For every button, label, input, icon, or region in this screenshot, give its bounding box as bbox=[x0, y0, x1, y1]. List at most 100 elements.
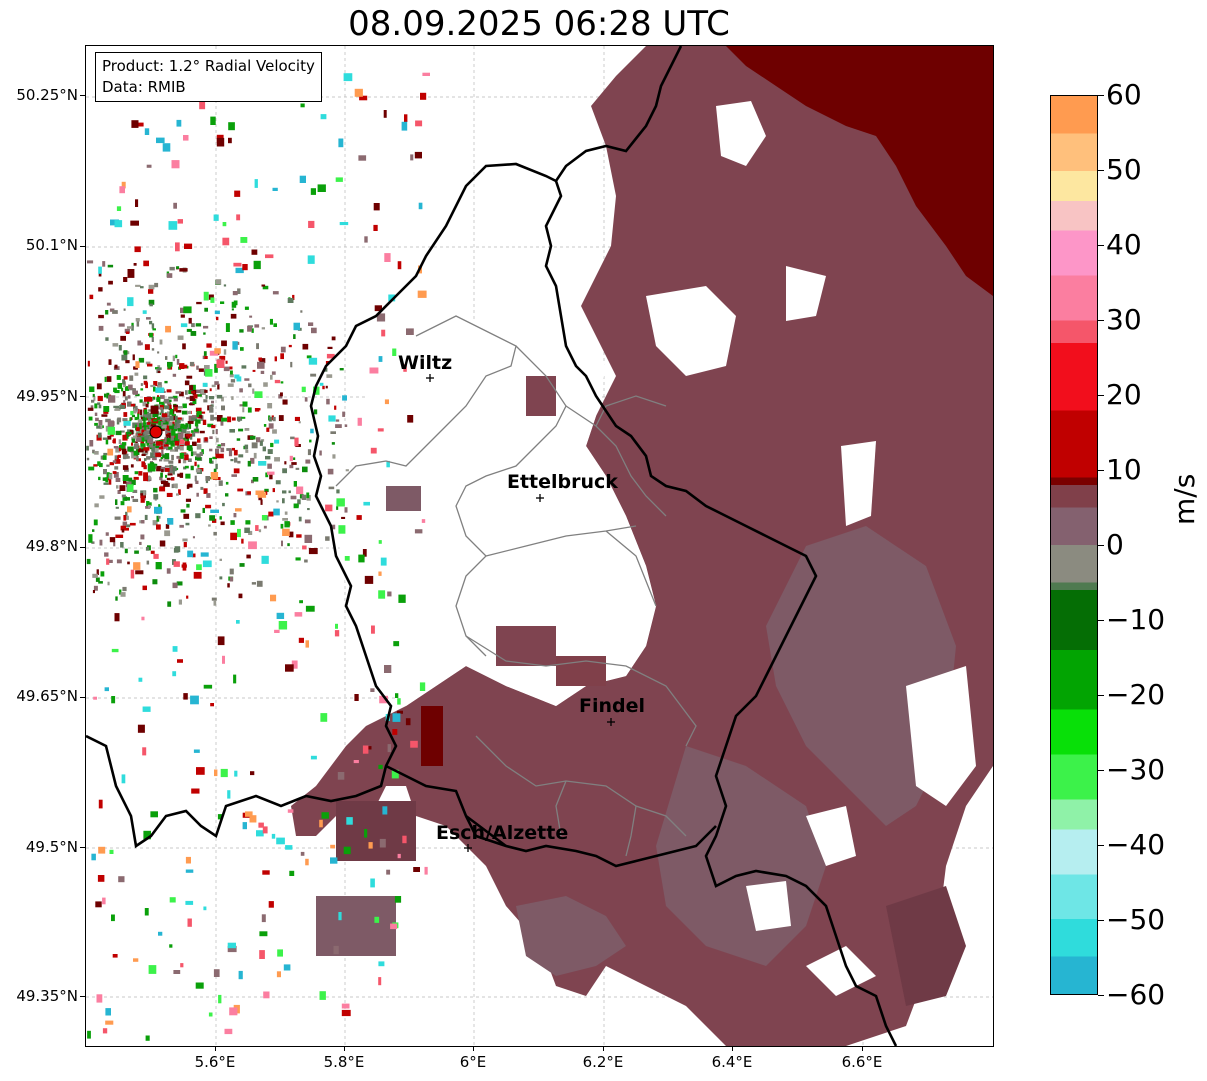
clutter-pixel bbox=[174, 440, 180, 446]
echo-pixel bbox=[137, 724, 145, 733]
clutter-pixel bbox=[118, 439, 122, 445]
clutter-pixel bbox=[117, 417, 122, 423]
clutter-pixel bbox=[144, 430, 150, 435]
clutter-pixel bbox=[334, 405, 337, 410]
clutter-pixel bbox=[139, 409, 143, 416]
lon-label: 5.6°E bbox=[194, 1053, 236, 1071]
clutter-pixel bbox=[161, 422, 167, 429]
clutter-pixel bbox=[250, 435, 256, 440]
colorbar-unit-label: m/s bbox=[1168, 473, 1201, 525]
echo-pixel bbox=[173, 202, 177, 209]
echo-pixel bbox=[293, 322, 300, 331]
clutter-pixel bbox=[133, 443, 139, 450]
echo-pixel bbox=[193, 571, 202, 579]
echo-pixel bbox=[294, 612, 303, 617]
clutter-pixel bbox=[159, 540, 166, 547]
echo-pixel bbox=[338, 525, 346, 534]
clutter-pixel bbox=[145, 382, 148, 389]
clutter-pixel bbox=[122, 442, 127, 446]
echo-pixel bbox=[393, 641, 400, 647]
clutter-pixel bbox=[172, 440, 176, 445]
clutter-pixel bbox=[287, 298, 294, 303]
echo-pixel bbox=[179, 439, 185, 445]
clutter-pixel bbox=[272, 429, 277, 434]
clutter-pixel bbox=[248, 530, 253, 535]
clutter-pixel bbox=[241, 538, 244, 544]
clutter-pixel bbox=[176, 359, 180, 365]
clutter-pixel bbox=[237, 288, 241, 294]
echo-pixel bbox=[108, 395, 116, 403]
clutter-pixel bbox=[173, 397, 178, 402]
clutter-pixel bbox=[149, 426, 152, 429]
clutter-pixel bbox=[233, 449, 238, 456]
clutter-pixel bbox=[166, 273, 173, 278]
clutter-pixel bbox=[189, 385, 194, 391]
clutter-pixel bbox=[167, 404, 172, 409]
clutter-pixel bbox=[171, 430, 176, 436]
clutter-pixel bbox=[160, 456, 163, 460]
clutter-pixel bbox=[276, 500, 279, 503]
echo-pixel bbox=[257, 492, 267, 498]
clutter-pixel bbox=[221, 396, 224, 402]
echo-pixel bbox=[378, 764, 383, 769]
clutter-pixel bbox=[181, 417, 184, 422]
clutter-pixel bbox=[143, 260, 149, 267]
echo-pixel bbox=[320, 114, 327, 120]
clutter-pixel bbox=[215, 448, 220, 455]
clutter-pixel bbox=[148, 504, 151, 508]
echo-pixel bbox=[374, 916, 380, 923]
clutter-pixel bbox=[174, 415, 178, 421]
echo-pixel bbox=[216, 359, 225, 368]
clutter-pixel bbox=[107, 435, 112, 440]
clutter-pixel bbox=[118, 447, 122, 452]
clutter-pixel bbox=[160, 395, 165, 399]
clutter-pixel bbox=[166, 477, 171, 481]
echo-pixel bbox=[116, 206, 122, 211]
clutter-pixel bbox=[185, 390, 188, 395]
echo-pixel bbox=[121, 774, 126, 784]
clutter-pixel bbox=[216, 416, 221, 422]
clutter-pixel bbox=[132, 354, 135, 361]
clutter-pixel bbox=[209, 448, 213, 452]
colorbar-tick bbox=[1098, 545, 1104, 546]
echo-pixel bbox=[397, 853, 401, 859]
clutter-pixel bbox=[152, 396, 156, 400]
clutter-pixel bbox=[116, 375, 121, 380]
echo-pixel bbox=[217, 814, 223, 820]
clutter-pixel bbox=[122, 418, 128, 422]
clutter-pixel bbox=[267, 449, 273, 454]
clutter-pixel bbox=[219, 355, 226, 361]
clutter-pixel bbox=[182, 457, 187, 464]
echo-pixel bbox=[250, 771, 255, 776]
echo-pixel bbox=[277, 949, 283, 957]
clutter-pixel bbox=[183, 542, 187, 548]
clutter-pixel bbox=[188, 403, 195, 406]
echo-pixel bbox=[364, 236, 368, 243]
clutter-pixel bbox=[145, 546, 150, 551]
echo-pixel bbox=[251, 249, 258, 255]
clutter-pixel bbox=[113, 541, 116, 547]
clutter-pixel bbox=[122, 475, 129, 481]
clutter-pixel bbox=[146, 560, 150, 565]
clutter-pixel bbox=[103, 452, 108, 456]
echo-pixel bbox=[255, 525, 259, 531]
echo-pixel bbox=[384, 665, 392, 673]
clutter-pixel bbox=[123, 350, 128, 355]
radar-map[interactable]: Wiltz Ettelbruck Findel Esch/Alzette Pro… bbox=[85, 45, 994, 1047]
echo-pixel bbox=[392, 713, 401, 722]
clutter-pixel bbox=[211, 597, 217, 601]
clutter-pixel bbox=[150, 443, 153, 448]
clutter-pixel bbox=[165, 439, 169, 444]
lon-tick bbox=[862, 1046, 863, 1051]
clutter-pixel bbox=[101, 414, 108, 417]
echo-pixel bbox=[301, 386, 306, 393]
clutter-pixel bbox=[176, 266, 180, 269]
clutter-pixel bbox=[140, 534, 145, 540]
clutter-pixel bbox=[185, 522, 190, 526]
echo-pixel bbox=[158, 931, 163, 936]
echo-pixel bbox=[89, 440, 94, 447]
clutter-pixel bbox=[176, 419, 181, 424]
echo-pixel bbox=[265, 254, 274, 259]
echo-pixel bbox=[296, 486, 304, 495]
echo-pixel bbox=[386, 869, 391, 875]
